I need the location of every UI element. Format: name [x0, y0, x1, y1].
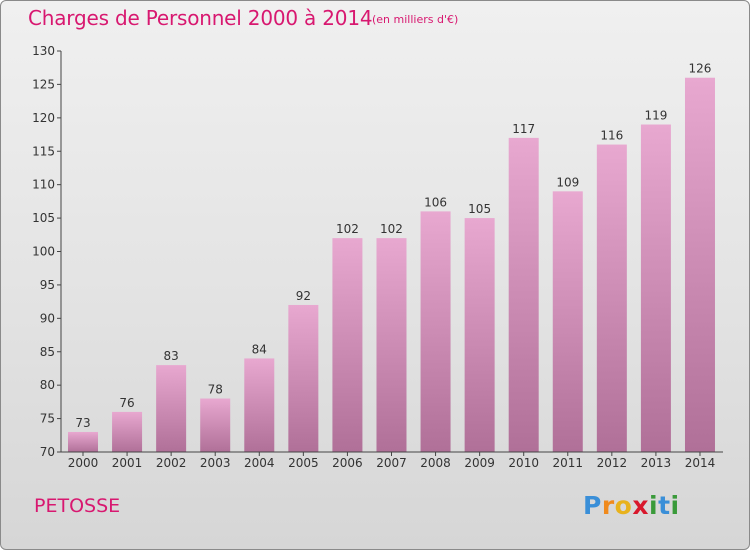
bar	[508, 137, 539, 452]
x-tick-label: 2012	[597, 456, 628, 470]
x-tick-label: 2013	[641, 456, 672, 470]
y-tick-label: 90	[40, 311, 55, 325]
bar-value-label: 73	[75, 416, 90, 430]
y-tick-label: 105	[32, 211, 55, 225]
bar-value-label: 119	[644, 109, 667, 123]
bar	[288, 304, 319, 452]
chart-unit-label: (en milliers d'€)	[372, 13, 459, 26]
bar-value-label: 83	[163, 349, 178, 363]
y-tick-label: 110	[32, 178, 55, 192]
bar	[464, 218, 495, 452]
y-tick-label: 85	[40, 345, 55, 359]
x-tick-label: 2011	[552, 456, 583, 470]
bar	[420, 211, 451, 452]
x-tick-label: 2007	[376, 456, 407, 470]
x-tick-label: 2001	[112, 456, 143, 470]
bar	[552, 191, 583, 452]
bar	[596, 144, 627, 453]
bar-value-label: 78	[208, 383, 223, 397]
chart-title: Charges de Personnel 2000 à 2014	[28, 6, 373, 30]
x-tick-label: 2003	[200, 456, 231, 470]
y-tick-label: 125	[32, 77, 55, 91]
y-tick-label: 95	[40, 278, 55, 292]
y-tick-label: 75	[40, 412, 55, 426]
bar-value-label: 92	[296, 289, 311, 303]
y-tick-label: 80	[40, 378, 55, 392]
bar-value-label: 109	[556, 175, 579, 189]
bars-group: 73 76 83 78 84 92 102 102 106 105 117 109 116 119 126	[68, 62, 715, 453]
y-tick-label: 70	[40, 445, 55, 459]
bar	[684, 77, 715, 452]
x-tick-label: 2014	[685, 456, 716, 470]
proxiti-logo: Proxiti	[583, 491, 680, 520]
bar	[640, 124, 671, 453]
bar-value-label: 105	[468, 202, 491, 216]
x-tick-label: 2004	[244, 456, 275, 470]
y-tick-label: 120	[32, 111, 55, 125]
bar	[200, 398, 231, 452]
x-tick-label: 2000	[68, 456, 99, 470]
bar-value-label: 76	[119, 396, 134, 410]
bar	[376, 238, 407, 452]
bar-value-label: 106	[424, 195, 447, 209]
bar	[332, 238, 363, 452]
x-tick-label: 2008	[420, 456, 451, 470]
commune-name: PETOSSE	[34, 495, 121, 517]
bar-value-label: 102	[336, 222, 359, 236]
bar	[156, 365, 187, 452]
bar-value-label: 84	[252, 342, 267, 356]
x-tick-label: 2002	[156, 456, 187, 470]
bar-value-label: 126	[689, 62, 712, 76]
x-tick-label: 2010	[508, 456, 539, 470]
x-tick-label: 2005	[288, 456, 319, 470]
x-axis: 2000 2001 2002 2003 2004 2005 2006 2007 2008 2009…	[61, 451, 723, 470]
x-tick-label: 2009	[464, 456, 495, 470]
x-tick-label: 2006	[332, 456, 363, 470]
bar	[68, 431, 98, 452]
y-tick-label: 100	[32, 245, 55, 259]
bar	[244, 358, 275, 452]
y-tick-label: 130	[32, 44, 55, 58]
bar	[112, 411, 143, 452]
bar-value-label: 116	[600, 129, 623, 143]
y-axis: 70 75 80 85 90 95 100 105 110 115 120 125 130	[32, 44, 62, 459]
bar-value-label: 102	[380, 222, 403, 236]
bar-value-label: 117	[512, 122, 535, 136]
y-tick-label: 115	[32, 144, 55, 158]
